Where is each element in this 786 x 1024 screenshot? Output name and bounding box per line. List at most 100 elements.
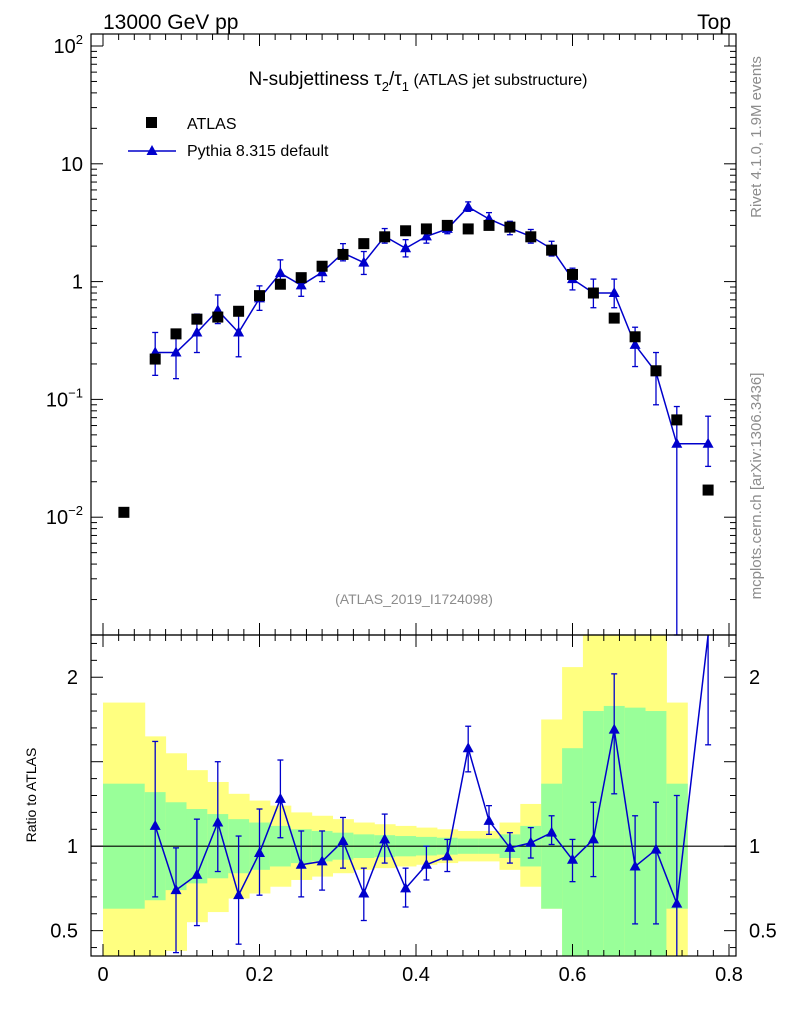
ratio-point [504, 841, 516, 852]
mc-point [295, 279, 307, 290]
plot-title: N-subjettiness τ2/τ1 (ATLAS jet substruc… [249, 69, 588, 94]
data-point [233, 305, 245, 317]
ratio-point [567, 853, 578, 864]
ratio-ytick-label-right: 0.5 [749, 921, 777, 943]
xtick-label: 0 [97, 964, 108, 986]
mc-point [629, 338, 641, 349]
ratio-ytick-label-right: 2 [749, 667, 760, 689]
mc-point [671, 437, 683, 448]
mc-point [608, 287, 620, 298]
ratio-point [191, 868, 203, 879]
data-point [212, 311, 224, 323]
main-ytick-label: 10−1 [46, 385, 83, 411]
mc-point [702, 437, 714, 448]
mc-point [233, 326, 245, 337]
data-point [254, 290, 265, 302]
ratio-ytick-label-left: 2 [67, 667, 78, 689]
legend-data-marker [146, 117, 157, 128]
ratio-point [546, 826, 558, 837]
xtick-label: 0.4 [402, 964, 430, 986]
data-point [337, 248, 349, 260]
data-point [546, 244, 558, 256]
main-ytick-base: 10 [46, 507, 68, 529]
main-ytick-label: 10−2 [46, 503, 83, 529]
ratio-ytick-label-right: 1 [749, 836, 760, 858]
data-point [191, 313, 203, 325]
ratio-point [441, 850, 453, 861]
legend-mc-label: Pythia 8.315 default [187, 143, 329, 160]
title-tau1: τ [394, 69, 402, 90]
xtick-label: 0.2 [246, 964, 274, 986]
data-point [608, 312, 620, 324]
main-plot [118, 200, 714, 636]
ratio-point [170, 884, 182, 895]
mc-point [274, 267, 286, 278]
mc-point [462, 200, 474, 211]
ratio-point [149, 819, 161, 830]
data-point [629, 331, 641, 343]
ratio-point [587, 833, 599, 844]
ratio-ytick-label-left: 0.5 [50, 921, 78, 943]
main-ytick-label: 1 [72, 272, 83, 294]
data-point [379, 231, 391, 243]
ratio-point [254, 846, 265, 857]
ratio-point [420, 858, 432, 869]
ratio-plot [91, 634, 736, 956]
ratio-point [650, 843, 662, 854]
ratio-point [337, 835, 349, 846]
main-ytick-base: 1 [72, 272, 83, 294]
ratio-ylabel: Ratio to ATLAS [23, 748, 39, 843]
ratio-point [358, 887, 370, 898]
ratio-point [671, 897, 683, 908]
side-mcplots-label: mcplots.cern.ch [arXiv:1306.3436] [748, 373, 765, 600]
data-point [358, 238, 370, 250]
data-point [671, 414, 683, 426]
main-ytick-exp: −2 [68, 503, 83, 518]
ratio-point [608, 723, 620, 734]
ratio-point [483, 814, 495, 825]
ratio-point [212, 816, 224, 827]
mc-point [420, 230, 432, 241]
mc-point [170, 346, 182, 357]
data-point [170, 328, 182, 340]
title-sub2: 2 [382, 79, 389, 94]
ratio-point [274, 792, 286, 803]
title-sub1: 1 [402, 79, 409, 94]
title-tau2: τ [374, 69, 382, 90]
data-point [400, 225, 412, 237]
data-point [504, 221, 516, 233]
ratio-ytick-label-left: 1 [67, 836, 78, 858]
analysis-label: (ATLAS_2019_I1724098) [335, 591, 493, 607]
ratio-point [316, 855, 328, 866]
ratio-point [379, 833, 391, 844]
legend-data-label: ATLAS [187, 116, 237, 133]
header-right: Top [697, 11, 731, 34]
main-ytick-exp: 2 [76, 32, 83, 47]
side-rivet-label: Rivet 4.1.0, 1.9M events [748, 56, 765, 218]
xtick-label: 0.8 [715, 964, 743, 986]
data-point [441, 219, 453, 231]
mc-point [358, 256, 370, 267]
main-ytick-label: 102 [54, 32, 83, 58]
main-ytick-base: 10 [61, 154, 83, 176]
data-point [420, 223, 432, 235]
title-main: N-subjettiness [249, 69, 375, 90]
data-point [274, 278, 286, 290]
main-ytick-exp: −1 [68, 385, 83, 400]
ratio-point [233, 889, 245, 900]
data-point [118, 506, 130, 518]
data-point [650, 365, 662, 377]
main-ytick-base: 10 [54, 36, 76, 58]
legend-mc-marker [146, 145, 158, 155]
data-point [149, 353, 161, 365]
ratio-point [400, 882, 412, 893]
ratio-point [525, 836, 537, 847]
mc-point [400, 242, 412, 253]
ratio-point [462, 742, 474, 753]
main-ytick-label: 10 [61, 154, 83, 176]
data-point [295, 272, 307, 284]
data-point [525, 231, 537, 243]
ratio-point [295, 858, 307, 869]
